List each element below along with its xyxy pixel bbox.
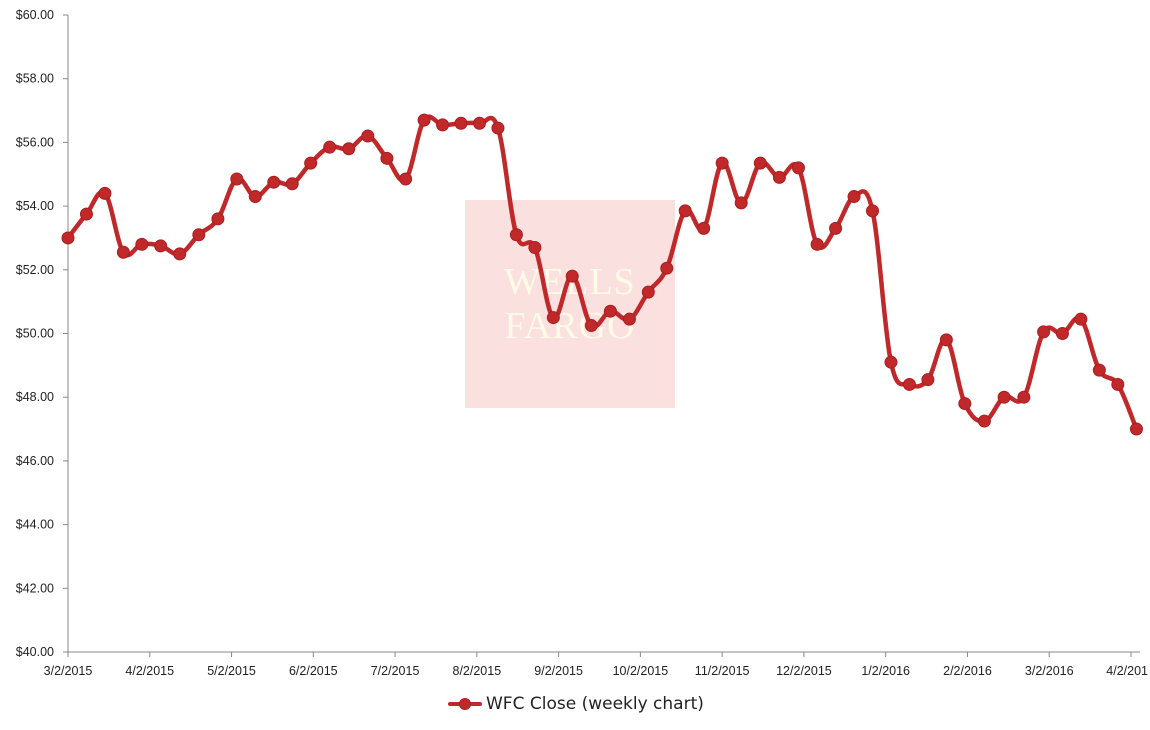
data-point — [997, 390, 1011, 404]
y-tick-label: $54.00 — [16, 199, 54, 213]
data-point — [436, 118, 450, 132]
x-tick-label: 11/2/2015 — [695, 664, 750, 678]
data-point — [678, 204, 692, 218]
data-point — [154, 239, 168, 253]
y-tick-label: $58.00 — [16, 72, 54, 86]
data-point — [230, 172, 244, 186]
x-tick-label: 2/2/2016 — [943, 664, 992, 678]
x-tick-label: 3/2/2016 — [1025, 664, 1074, 678]
data-point — [192, 228, 206, 242]
y-axis-ticks: $40.00 $42.00 $44.00 $46.00 $48.00 $50.00 $52.… — [16, 8, 68, 659]
x-tick-label: 7/2/2015 — [371, 664, 420, 678]
y-tick-label: $48.00 — [16, 390, 54, 404]
data-point — [660, 261, 674, 275]
data-point — [304, 156, 318, 170]
x-tick-label: 9/2/2015 — [534, 664, 583, 678]
data-point — [417, 113, 431, 127]
data-point — [491, 121, 505, 135]
data-point — [847, 190, 861, 204]
data-point — [1055, 327, 1069, 340]
data-point — [884, 355, 898, 369]
data-point — [1092, 363, 1106, 377]
data-point — [211, 212, 225, 226]
y-tick-label: $52.00 — [16, 263, 54, 277]
data-point — [454, 116, 468, 130]
data-point — [866, 204, 880, 218]
data-point — [791, 161, 805, 175]
data-point — [342, 142, 356, 156]
data-point — [1037, 325, 1051, 339]
data-point — [921, 373, 935, 387]
data-point — [79, 207, 93, 221]
x-tick-label: 1/2/2016 — [861, 664, 910, 678]
data-point — [958, 397, 972, 411]
x-tick-label: 6/2/2015 — [289, 664, 338, 678]
data-point — [135, 237, 149, 251]
data-point — [528, 241, 542, 255]
y-tick-label: $56.00 — [16, 135, 54, 149]
y-tick-label: $44.00 — [16, 518, 54, 532]
x-tick-label: 3/2/2015 — [44, 664, 93, 678]
series-layer — [61, 113, 1143, 436]
x-tick-label: 4/2/2015 — [125, 664, 174, 678]
y-tick-label: $50.00 — [16, 327, 54, 341]
data-point — [977, 414, 991, 428]
data-point — [829, 221, 843, 235]
legend: WFC Close (weekly chart) — [448, 691, 704, 717]
legend-line-marker-icon — [448, 698, 482, 710]
data-point — [323, 140, 337, 154]
data-point — [565, 269, 579, 283]
data-point — [98, 186, 112, 200]
data-point — [697, 221, 711, 235]
data-point — [546, 311, 560, 325]
x-tick-label: 12/2/2015 — [776, 664, 832, 678]
data-point — [1111, 377, 1125, 391]
data-point — [753, 156, 767, 170]
y-tick-label: $42.00 — [16, 581, 54, 595]
x-tick-label: 4/2/201 — [1106, 664, 1148, 678]
legend-label: WFC Close (weekly chart) — [486, 694, 704, 714]
y-tick-label: $46.00 — [16, 454, 54, 468]
x-tick-label: 8/2/2015 — [453, 664, 502, 678]
data-point — [285, 177, 299, 191]
data-point — [1129, 422, 1143, 436]
data-point — [116, 245, 130, 259]
y-tick-label: $60.00 — [16, 8, 54, 22]
data-point — [267, 175, 281, 189]
series-line — [65, 114, 1139, 432]
data-point — [622, 312, 636, 326]
data-point — [641, 285, 655, 299]
data-point — [734, 196, 748, 210]
data-point — [509, 228, 523, 242]
x-axis-ticks: 3/2/2015 4/2/2015 5/2/2015 6/2/2015 7/2/2015… — [44, 652, 1148, 678]
data-point — [472, 116, 486, 130]
x-tick-label: 10/2/2015 — [613, 664, 669, 678]
data-point — [772, 170, 786, 184]
data-point — [715, 156, 729, 170]
data-point — [173, 247, 187, 261]
x-tick-label: 5/2/2015 — [207, 664, 256, 678]
data-point — [939, 333, 953, 347]
data-point — [1074, 312, 1088, 326]
data-point — [248, 190, 262, 204]
data-point — [380, 151, 394, 165]
data-point — [361, 129, 375, 143]
data-point — [61, 231, 75, 245]
data-point — [902, 377, 916, 391]
data-point — [399, 172, 413, 186]
data-point — [584, 319, 598, 333]
y-tick-label: $40.00 — [16, 645, 54, 659]
data-point — [603, 304, 617, 318]
data-point — [1017, 390, 1031, 404]
data-point — [810, 237, 824, 251]
